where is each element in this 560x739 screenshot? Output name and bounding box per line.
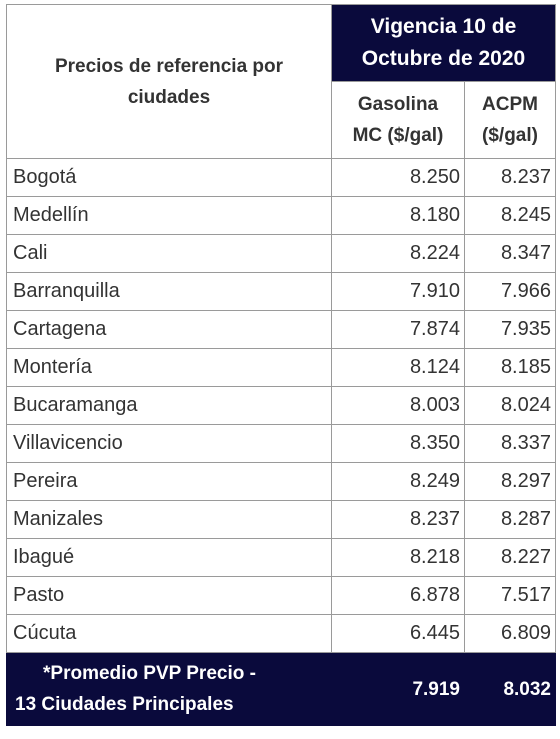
validity-date-header: Vigencia 10 de Octubre de 2020 (331, 4, 556, 82)
city-cell: Pasto (6, 576, 332, 615)
acpm-price-cell: 8.297 (464, 462, 556, 501)
gasoline-price-cell: 8.180 (331, 196, 465, 235)
gasoline-column-header: Gasolina MC ($/gal) (331, 81, 465, 159)
acpm-column-header: ACPM ($/gal) (464, 81, 556, 159)
acpm-header-line1: ACPM (482, 94, 538, 115)
gasoline-price-cell: 8.350 (331, 424, 465, 463)
city-cell: Bogotá (6, 158, 332, 197)
average-label-line1: *Promedio PVP Precio - (43, 663, 256, 684)
gasoline-price-cell: 6.445 (331, 614, 465, 653)
table-row: Bogotá 8.250 8.237 (6, 158, 556, 197)
gasoline-price-cell: 8.003 (331, 386, 465, 425)
table-row: Cúcuta 6.445 6.809 (6, 614, 556, 653)
gasoline-header-line2: MC ($/gal) (352, 125, 444, 146)
acpm-price-cell: 8.227 (464, 538, 556, 577)
gasoline-price-cell: 8.224 (331, 234, 465, 273)
table-row: Bucaramanga 8.003 8.024 (6, 386, 556, 425)
table-title-line2: ciudades (127, 86, 211, 108)
acpm-price-cell: 7.517 (464, 576, 556, 615)
city-cell: Medellín (6, 196, 332, 235)
validity-line1: Vigencia 10 de (370, 15, 517, 38)
validity-line2: Octubre de 2020 (361, 47, 526, 70)
city-cell: Villavicencio (6, 424, 332, 463)
gasoline-price-cell: 8.249 (331, 462, 465, 501)
table-row: Pasto 6.878 7.517 (6, 576, 556, 615)
city-cell: Pereira (6, 462, 332, 501)
city-cell: Cúcuta (6, 614, 332, 653)
acpm-price-cell: 8.024 (464, 386, 556, 425)
city-cell: Cali (6, 234, 332, 273)
gasoline-price-cell: 6.878 (331, 576, 465, 615)
acpm-price-cell: 8.237 (464, 158, 556, 197)
average-acpm-cell: 8.032 (464, 652, 556, 726)
acpm-price-cell: 8.287 (464, 500, 556, 539)
acpm-price-cell: 8.347 (464, 234, 556, 273)
acpm-price-cell: 6.809 (464, 614, 556, 653)
table-row: Cali 8.224 8.347 (6, 234, 556, 273)
average-label-cell: *Promedio PVP Precio - 13 Ciudades Princ… (6, 652, 332, 726)
city-cell: Barranquilla (6, 272, 332, 311)
city-cell: Bucaramanga (6, 386, 332, 425)
acpm-header-line2: ($/gal) (482, 125, 538, 146)
table-row: Cartagena 7.874 7.935 (6, 310, 556, 349)
gasoline-price-cell: 7.874 (331, 310, 465, 349)
price-table: Precios de referencia por ciudades Vigen… (6, 4, 556, 726)
table-row: Barranquilla 7.910 7.966 (6, 272, 556, 311)
gasoline-price-cell: 7.910 (331, 272, 465, 311)
city-cell: Ibagué (6, 538, 332, 577)
table-row: Villavicencio 8.350 8.337 (6, 424, 556, 463)
acpm-price-cell: 7.966 (464, 272, 556, 311)
acpm-price-cell: 8.185 (464, 348, 556, 387)
city-cell: Cartagena (6, 310, 332, 349)
table-row: Montería 8.124 8.185 (6, 348, 556, 387)
acpm-price-cell: 7.935 (464, 310, 556, 349)
gasoline-price-cell: 8.250 (331, 158, 465, 197)
table-row: Medellín 8.180 8.245 (6, 196, 556, 235)
gasoline-price-cell: 8.218 (331, 538, 465, 577)
average-label-line2: 13 Ciudades Principales (15, 694, 234, 715)
table-row: Pereira 8.249 8.297 (6, 462, 556, 501)
acpm-price-cell: 8.245 (464, 196, 556, 235)
table-row: Manizales 8.237 8.287 (6, 500, 556, 539)
gasoline-price-cell: 8.124 (331, 348, 465, 387)
acpm-price-cell: 8.337 (464, 424, 556, 463)
city-cell: Manizales (6, 500, 332, 539)
table-row: Ibagué 8.218 8.227 (6, 538, 556, 577)
city-cell: Montería (6, 348, 332, 387)
average-row: *Promedio PVP Precio - 13 Ciudades Princ… (6, 652, 556, 726)
table-title-line1: Precios de referencia por (54, 55, 284, 77)
table-title-cell: Precios de referencia por ciudades (6, 4, 332, 159)
average-gasoline-cell: 7.919 (331, 652, 465, 726)
gasoline-header-line1: Gasolina (357, 94, 439, 115)
gasoline-price-cell: 8.237 (331, 500, 465, 539)
